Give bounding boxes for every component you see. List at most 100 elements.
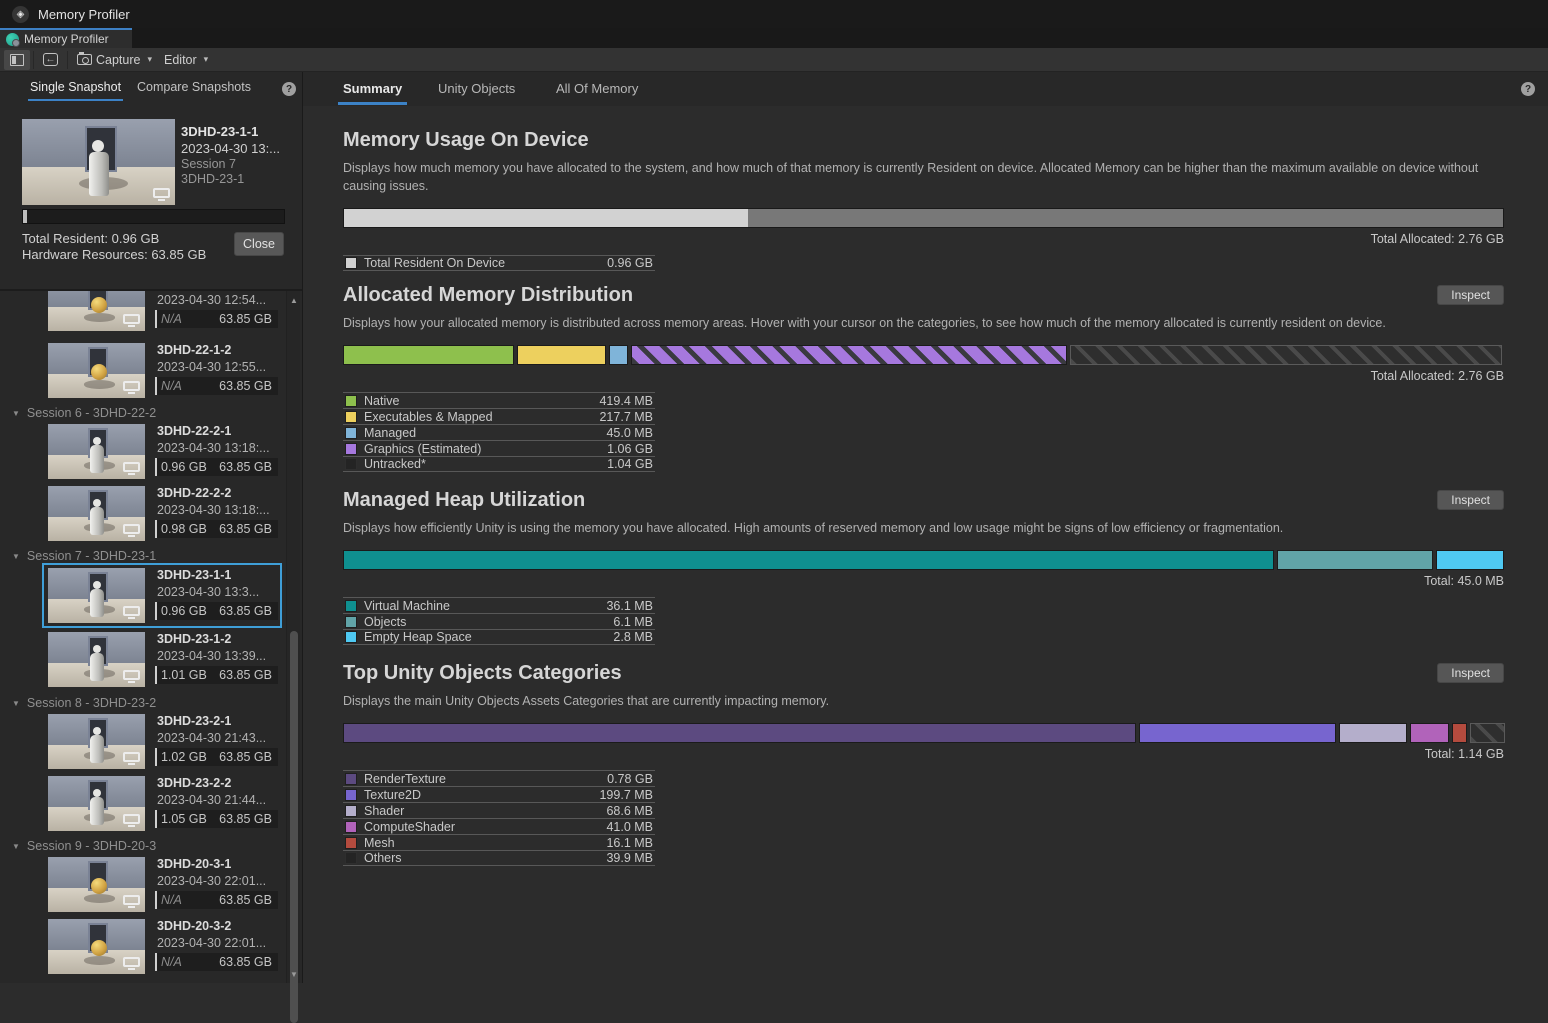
hardware-value: 63.85 GB (219, 379, 272, 393)
screenshot-monitor-icon (123, 314, 140, 327)
mesh-segment[interactable] (1452, 723, 1468, 744)
snapshot-thumbnail (48, 857, 145, 912)
tab-single-snapshot[interactable]: Single Snapshot (27, 80, 124, 101)
inspect-button[interactable]: Inspect (1437, 285, 1504, 305)
screenshot-monitor-icon (123, 381, 140, 394)
inspect-button[interactable]: Inspect (1437, 490, 1504, 510)
snapshot-memory-stats: 1.01 GB 63.85 GB (155, 666, 278, 684)
session-header[interactable]: ▼ Session 6 - 3DHD-22-2 (0, 403, 286, 423)
section-description: Displays the main Unity Objects Assets C… (343, 694, 830, 708)
tab-memory-profiler[interactable]: Memory Profiler (0, 28, 132, 48)
native-segment[interactable] (343, 345, 514, 366)
others-segment[interactable] (1470, 723, 1506, 744)
session-header[interactable]: ▼ Session 9 - 3DHD-20-3 (0, 836, 286, 856)
snapshot-name: 3DHD-20-3-1 (157, 857, 232, 871)
snapshot-memory-stats: 0.96 GB 63.85 GB (155, 602, 278, 620)
session-header[interactable]: ▼ Session 7 - 3DHD-23-1 (0, 546, 286, 566)
collapse-triangle-icon: ▼ (12, 408, 20, 418)
snapshot-thumbnail (48, 632, 145, 687)
legend-label: Managed (364, 425, 417, 440)
snapshot-memory-stats: N/A 63.85 GB (155, 953, 278, 971)
legend-value: 217.7 MB (599, 409, 653, 424)
session-header[interactable]: ▼ Session 8 - 3DHD-23-2 (0, 693, 286, 713)
tab-compare-snapshots[interactable]: Compare Snapshots (137, 80, 251, 94)
close-button[interactable]: Close (234, 232, 284, 256)
total-allocated-label: Total Allocated: 2.76 GB (1370, 369, 1504, 384)
session-label: Session 7 - 3DHD-23-1 (26, 549, 157, 563)
snapshot-memory-stats: 0.98 GB 63.85 GB (155, 520, 278, 538)
snapshot-item[interactable]: 3DHD-20-3-1 2023-04-30 22:01... N/A 63.8… (0, 855, 286, 917)
legend-row: Graphics (Estimated) 1.06 GB (343, 440, 655, 456)
legend-label: Graphics (Estimated) (364, 441, 482, 456)
legend-swatch (345, 615, 357, 628)
top-unity-objects-bar (343, 723, 1506, 744)
legend-table: RenderTexture 0.78 GB Texture2D 199.7 MB… (343, 770, 655, 867)
hardware-value: 63.85 GB (219, 312, 272, 326)
resident-value: 1.01 GB (161, 668, 207, 682)
snapshot-item-selected[interactable]: 3DHD-23-1-1 2023-04-30 13:3... 0.96 GB 6… (0, 563, 286, 628)
snapshot-date: 2023-04-30 12:55... (157, 360, 267, 374)
sidebar-toggle-button[interactable] (4, 49, 30, 70)
hardware-value: 63.85 GB (219, 604, 272, 618)
empty-heap-space-segment[interactable] (1435, 550, 1505, 571)
snapshot-name: 3DHD-22-2-1 (157, 424, 232, 438)
snapshot-item[interactable]: 3DHD-20-3-2 2023-04-30 22:01... N/A 63.8… (0, 917, 286, 979)
scrollbar-thumb[interactable] (289, 631, 298, 1023)
shader-segment[interactable] (1339, 723, 1407, 744)
resident-memory-fill (23, 210, 27, 223)
computeshader-segment[interactable] (1409, 723, 1450, 744)
capture-button[interactable]: Capture ▾ (71, 50, 158, 70)
legend-swatch (345, 836, 357, 849)
inspect-button[interactable]: Inspect (1437, 663, 1504, 683)
snapshot-item[interactable]: 3DHD-22-2-2 2023-04-30 13:18:... 0.98 GB… (0, 484, 286, 546)
snapshot-thumbnail (48, 343, 145, 398)
snapshot-item[interactable]: 3DHD-22-1-2 2023-04-30 12:55... N/A 63.8… (0, 341, 286, 403)
virtual-machine-segment[interactable] (343, 550, 1275, 571)
snapshot-item[interactable]: 3DHD-23-1-2 2023-04-30 13:39... 1.01 GB … (0, 630, 286, 692)
tab-unity-objects[interactable]: Unity Objects (438, 81, 516, 96)
tab-all-of-memory[interactable]: All Of Memory (556, 81, 639, 96)
texture2d-segment[interactable] (1138, 723, 1337, 744)
executables-and-mapped-segment[interactable] (516, 345, 607, 366)
snapshot-item[interactable]: 3DHD-23-2-2 2023-04-30 21:44... 1.05 GB … (0, 774, 286, 836)
window-titlebar: ◈ Memory Profiler (0, 0, 1548, 28)
objects-segment[interactable] (1277, 550, 1433, 571)
snapshot-item[interactable]: 3DHD-22-2-1 2023-04-30 13:18:... 0.96 GB… (0, 422, 286, 484)
snapshot-project: 3DHD-23-1 (181, 172, 245, 186)
editor-label: Editor (164, 52, 197, 67)
editor-dropdown[interactable]: Editor ▾ (158, 50, 214, 70)
untracked-segment[interactable] (1070, 345, 1503, 366)
scroll-up-icon[interactable]: ▲ (290, 295, 298, 305)
legend-swatch (345, 772, 357, 785)
list-scrollbar[interactable]: ▲ ▼ (286, 291, 300, 1023)
main-tabbar: Summary Unity Objects All Of Memory ? (303, 72, 1548, 106)
tab-summary[interactable]: Summary (337, 81, 408, 105)
total-resident-on-device-segment[interactable] (344, 209, 749, 228)
legend-label: Total Resident On Device (364, 256, 506, 271)
hardware-value: 63.85 GB (219, 955, 272, 969)
legend-label: Others (364, 851, 402, 866)
section-description: Displays how efficiently Unity is using … (343, 521, 1284, 535)
section-title: Managed Heap Utilization (343, 489, 586, 511)
import-snapshot-button[interactable]: ← (37, 50, 64, 70)
snapshot-item[interactable]: 3DHD-23-2-1 2023-04-30 21:43... 1.02 GB … (0, 712, 286, 774)
remaining-allocated-segment[interactable] (748, 209, 1503, 228)
legend-value: 45.0 MB (606, 425, 653, 440)
session-label: Session 8 - 3DHD-23-2 (26, 696, 157, 710)
legend-swatch (345, 410, 357, 423)
legend-row: Mesh 16.1 MB (343, 834, 655, 850)
snapshot-thumbnail (48, 919, 145, 974)
legend-swatch (345, 631, 357, 644)
collapse-triangle-icon: ▼ (12, 551, 20, 561)
help-icon[interactable]: ? (282, 82, 296, 96)
hardware-value: 63.85 GB (219, 812, 272, 826)
resident-value: N/A (161, 893, 182, 907)
rendertexture-segment[interactable] (343, 723, 1136, 744)
help-icon[interactable]: ? (1521, 82, 1535, 96)
snapshot-date: 2023-04-30 12:54... (157, 293, 267, 307)
snapshot-item[interactable]: 2023-04-30 12:54... N/A 63.85 GB (0, 291, 286, 336)
snapshot-thumbnail (48, 424, 145, 479)
managed-segment[interactable] (609, 345, 628, 366)
scroll-down-icon[interactable]: ▼ (290, 969, 298, 979)
graphics-estimated-segment[interactable] (630, 345, 1068, 366)
